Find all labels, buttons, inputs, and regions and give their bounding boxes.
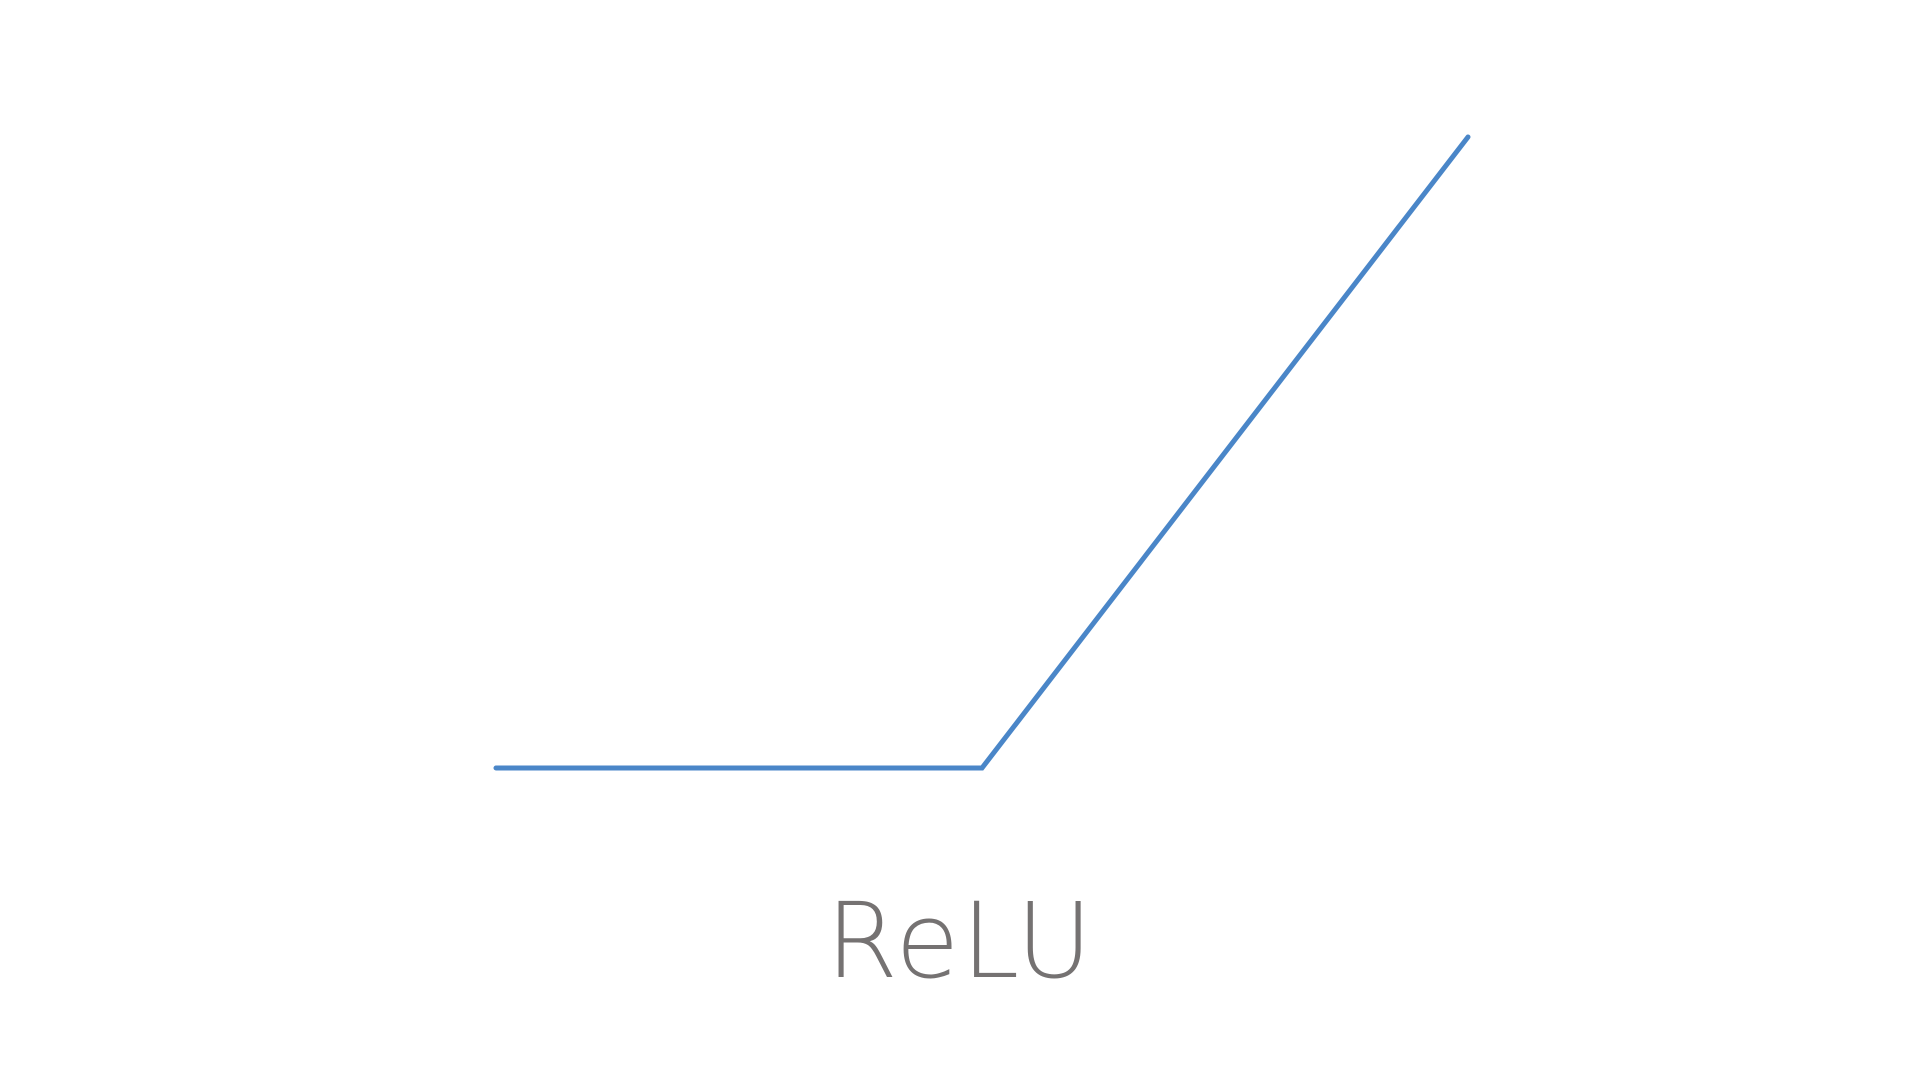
chart-title: ReLU [825,880,1095,1002]
relu-series-line [493,134,1471,771]
